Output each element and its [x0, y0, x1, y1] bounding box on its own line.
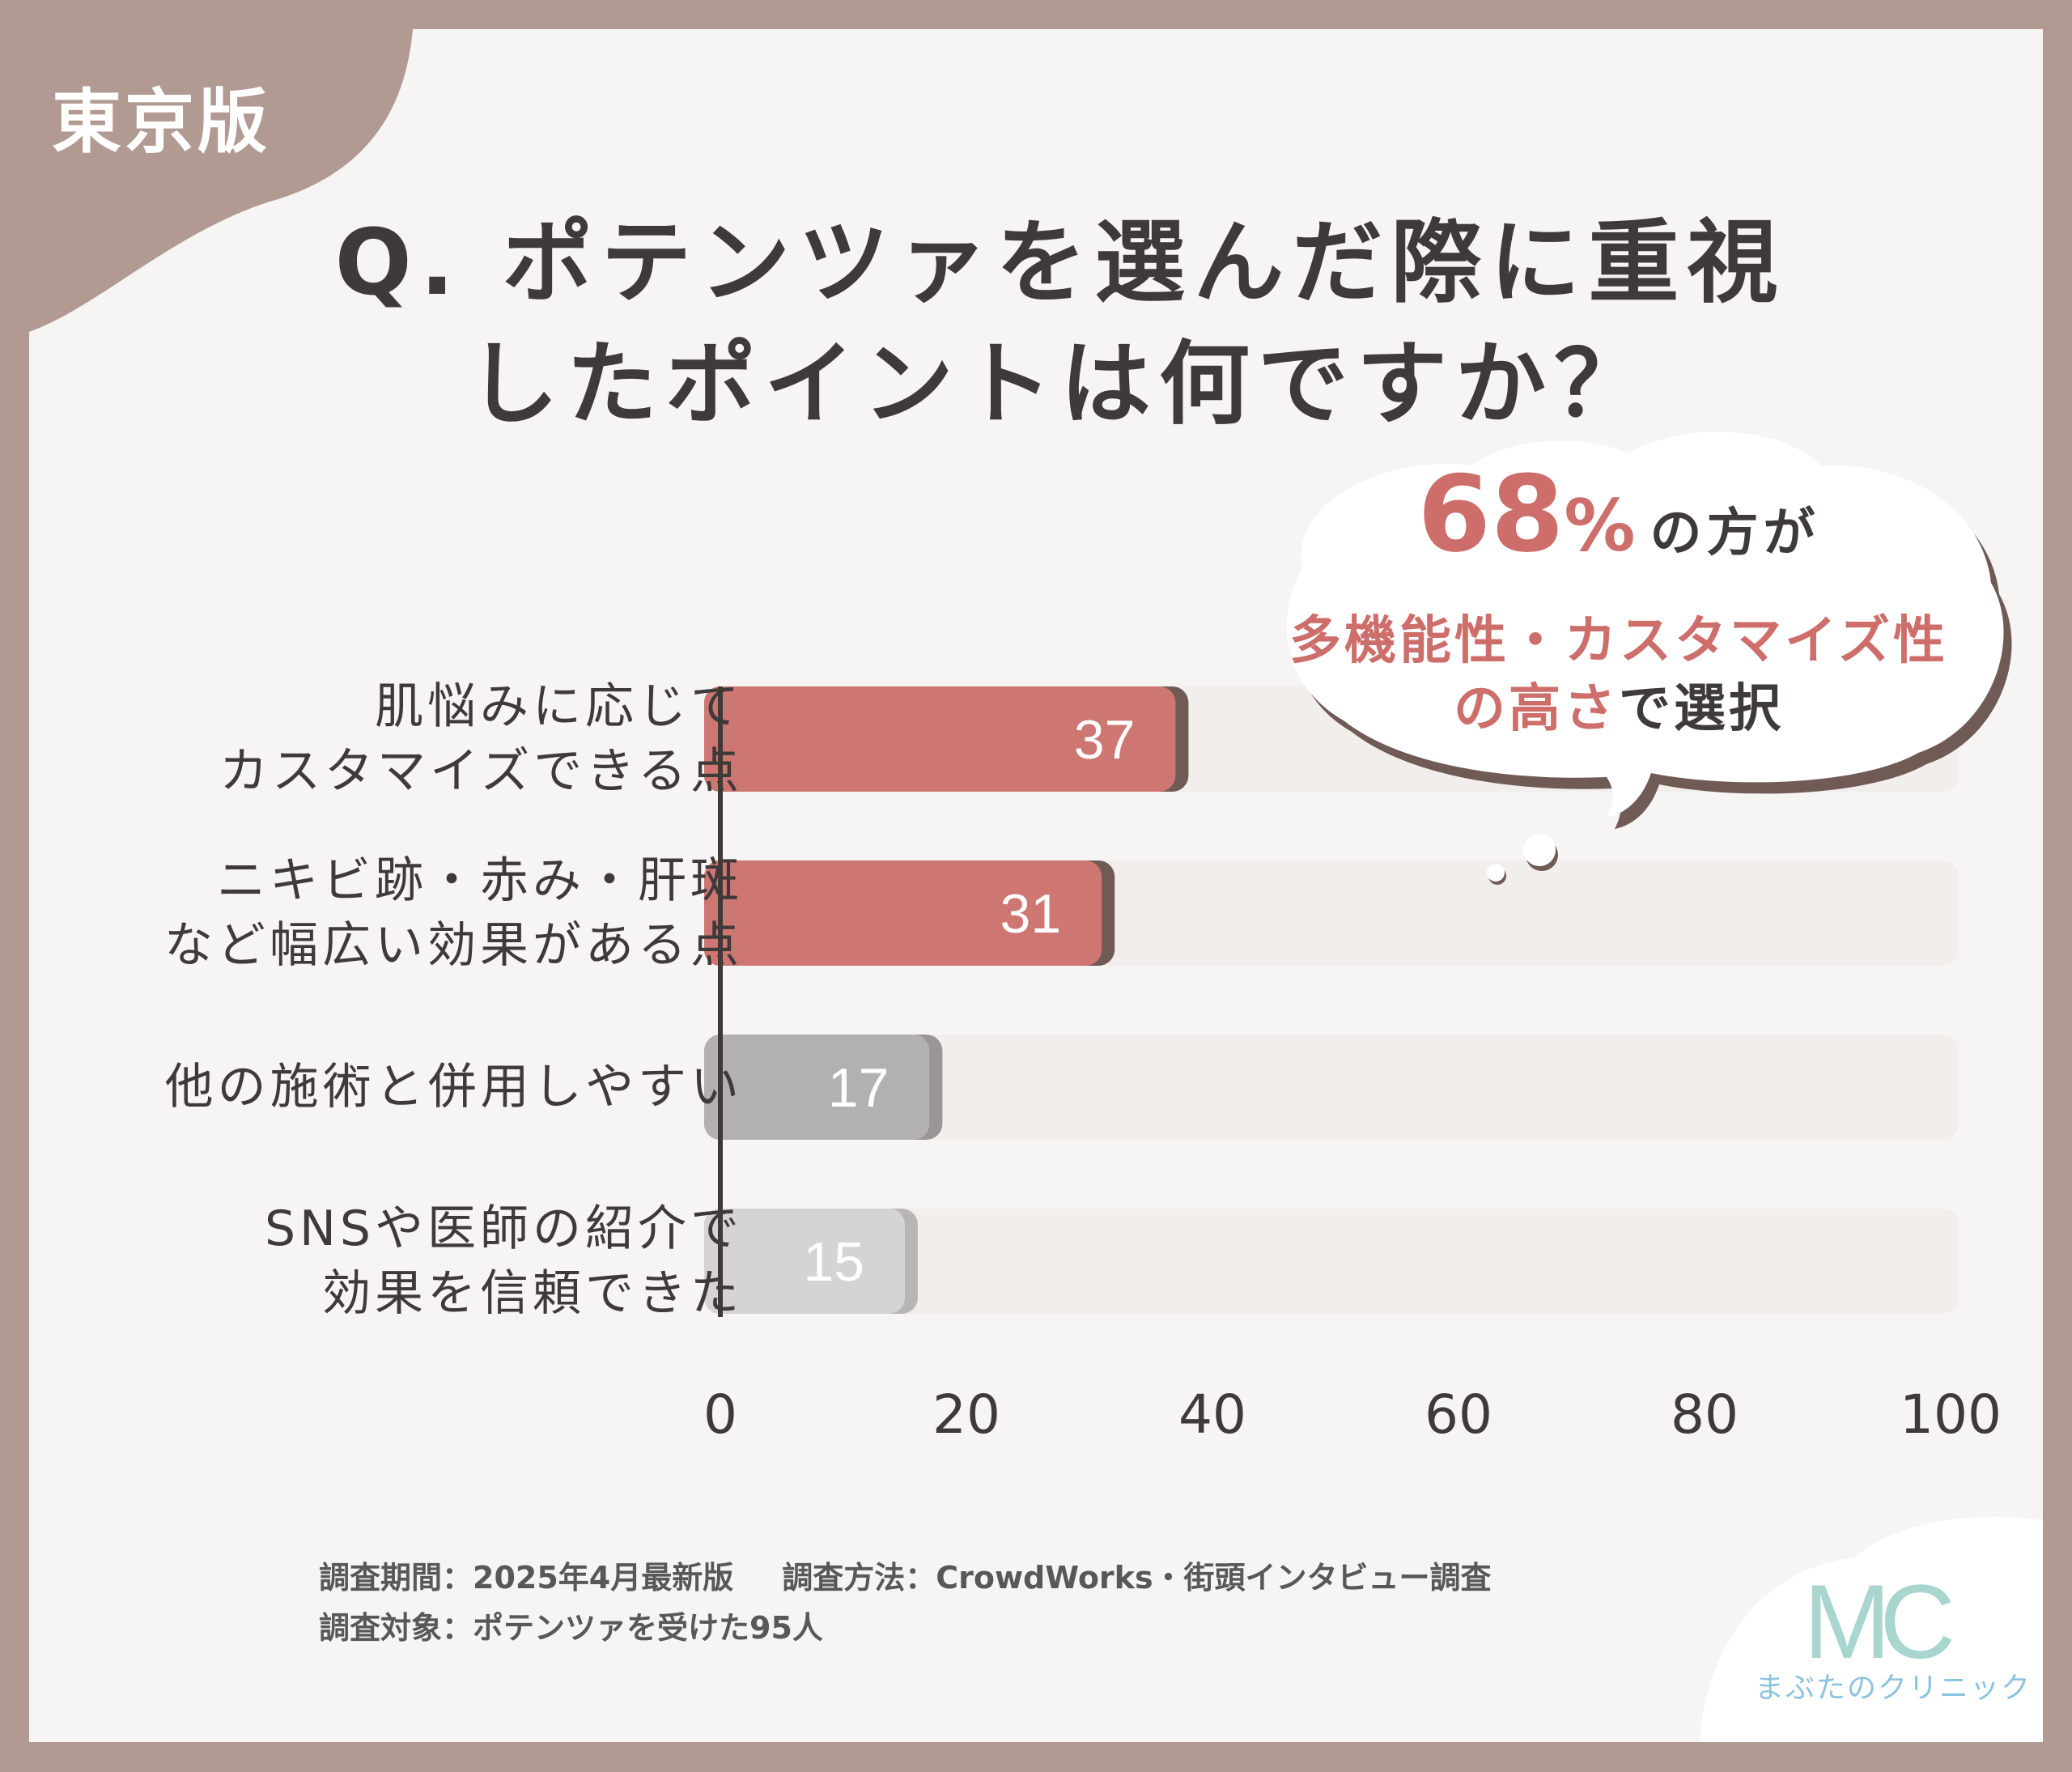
category-label-line: など幅広い効果がある点	[164, 917, 743, 974]
footnote-row-1: 調査期間：2025年4月最新版 調査方法：CrowdWorks・街頭インタビュー調…	[319, 1553, 1492, 1603]
x-tick-label: 60	[1424, 1383, 1492, 1446]
bar	[704, 861, 1102, 966]
category-label: SNSや医師の紹介で効果を信頼できた	[265, 1196, 743, 1326]
callout-line-3-accent: の高さ	[1454, 679, 1619, 739]
callout-line-1-suffix: の方が	[1650, 504, 1820, 563]
x-tick-label: 40	[1178, 1383, 1246, 1446]
bar	[704, 1209, 905, 1314]
category-label: ニキビ跡・赤み・肝斑など幅広い効果がある点	[164, 848, 743, 978]
question-title-line-1: Q. ポテンツァを選んだ際に重視	[334, 210, 1786, 316]
bar-value-label: 37	[1074, 709, 1136, 771]
region-tag: 東京版	[52, 82, 270, 163]
category-label: 肌悩みに応じてカスタマイズできる点	[219, 674, 743, 804]
x-tick-label: 80	[1671, 1383, 1739, 1446]
question-title-line-2: したポイントは何ですか？	[468, 332, 1653, 437]
bars	[704, 686, 1189, 1314]
bar-track	[704, 1035, 1959, 1140]
callout-text: 68% の方が 多機能性・カスタマイズ性 の高さで選択	[1263, 453, 1975, 756]
survey-target: 調査対象：ポテンツァを受けた95人	[319, 1610, 823, 1646]
clinic-name: まぶたのクリニック	[1755, 1672, 2032, 1705]
callout-line-3: の高さで選択	[1263, 675, 1975, 756]
category-label-line: 効果を信頼できた	[322, 1265, 743, 1322]
category-label-line: 他の施術と併用しやすい	[164, 1059, 743, 1115]
callout-percent-sign: %	[1564, 484, 1636, 567]
callout-line-3-rest: で選択	[1619, 679, 1784, 739]
x-tick-label: 100	[1900, 1383, 2002, 1446]
category-label-line: カスタマイズできる点	[219, 743, 743, 800]
bar	[704, 686, 1176, 792]
x-tick-labels: 0 20 40 60 80 100	[703, 1383, 2002, 1446]
bar-value-labels: 37 31 17 15	[803, 709, 1135, 1293]
bar-value-label: 15	[803, 1231, 864, 1293]
category-label-line: 肌悩みに応じて	[375, 678, 743, 735]
category-label-line: SNSや医師の紹介で	[264, 1200, 743, 1257]
survey-footnote: 調査期間：2025年4月最新版 調査方法：CrowdWorks・街頭インタビュー調…	[319, 1553, 1492, 1653]
category-label: 他の施術と併用しやすい	[165, 1055, 743, 1120]
category-label-line: ニキビ跡・赤み・肝斑	[217, 852, 743, 909]
question-title: Q. ポテンツァを選んだ際に重視 したポイントは何ですか？	[113, 202, 2007, 445]
bar-track	[704, 1209, 1959, 1314]
survey-method: 調査方法：CrowdWorks・街頭インタビュー調査	[782, 1560, 1492, 1596]
callout-line-1: 68% の方が	[1263, 453, 1975, 607]
callout-percent: 68	[1417, 453, 1565, 576]
callout-line-2: 多機能性・カスタマイズ性	[1289, 611, 1949, 671]
bar-value-label: 17	[828, 1057, 890, 1119]
clinic-logo-mark: MC	[1803, 1562, 1955, 1681]
bar	[704, 1035, 930, 1140]
bar-value-label: 31	[1000, 883, 1062, 945]
x-tick-label: 20	[932, 1383, 1000, 1446]
x-tick-label: 0	[703, 1383, 737, 1446]
survey-period: 調査期間：2025年4月最新版	[319, 1560, 734, 1596]
